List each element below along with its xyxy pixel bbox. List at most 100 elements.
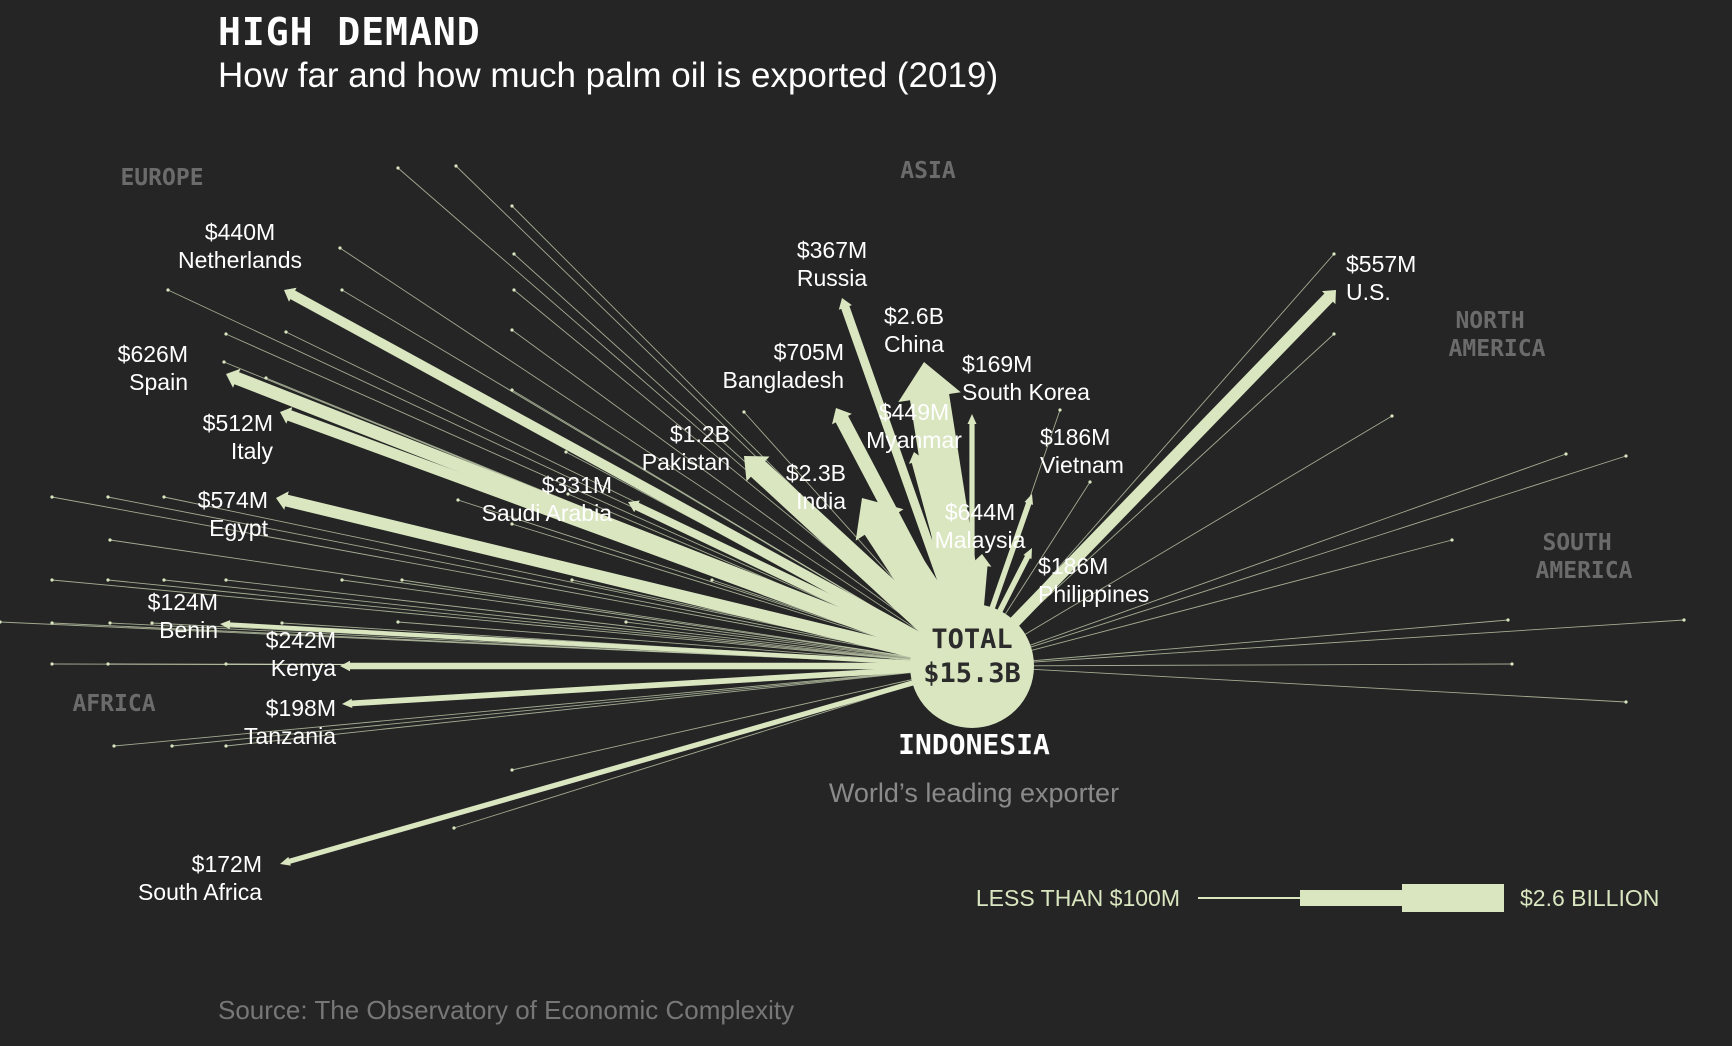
flow-country-label-egypt: Egypt [209,515,268,541]
flow-country-label-myanmar: Myanmar [866,427,962,453]
legend-medium-bar [1300,890,1402,906]
minor-flow-line [1011,333,1335,630]
minor-flow-line [171,670,919,747]
flow-arrow-india [855,498,959,633]
minor-flow-line [109,539,919,659]
region-label-north-america-line1: NORTH [1455,308,1524,334]
flow-value-label-u-s: $557M [1346,251,1416,277]
minor-flow-endpoint [222,360,226,364]
minor-flow-line [1025,619,1509,662]
minor-flow-line [1025,668,1627,703]
flow-value-label-india: $2.3B [786,460,846,486]
minor-flow-line [511,523,921,651]
flow-arrow-vietnam [986,494,1033,618]
origin-caption: World’s leading exporter [829,778,1119,808]
minor-flow-endpoint [162,578,166,582]
legend: LESS THAN $100M $2.6 BILLION [976,884,1659,912]
flow-country-label-pakistan: Pakistan [642,449,730,475]
flow-value-label-saudi-arabia: $331M [542,472,612,498]
minor-flow-endpoint [162,495,166,499]
minor-flow-endpoint [340,288,344,292]
minor-flow-endpoint [396,166,400,170]
minor-flow-endpoint [454,164,458,168]
flow-arrow-pakistan [744,456,941,639]
flow-value-label-kenya: $242M [266,627,336,653]
flow-arrow-egypt [276,491,923,660]
flow-arrow-u-s [1003,290,1336,633]
flow-arrow-china [898,362,984,618]
minor-flow-line [1023,455,1627,650]
minor-flow-endpoint [1564,452,1568,456]
region-label-south-america-line1: SOUTH [1542,530,1611,556]
flow-country-label-netherlands: Netherlands [178,247,302,273]
flow-value-label-egypt: $574M [198,487,268,513]
flow-country-label-south-korea: South Korea [962,379,1090,405]
minor-flow-line [225,333,923,645]
region-label-south-america: SOUTH AMERICA [1536,530,1633,584]
minor-flow-line [107,579,919,662]
minor-flow-endpoint [50,578,54,582]
flow-arrow-kenya [340,660,920,672]
minor-flow-endpoint [510,388,514,392]
chart-heading: HIGH DEMAND [218,10,481,54]
flow-country-label-philippines: Philippines [1038,581,1149,607]
minor-flow-endpoint [1332,332,1336,336]
minor-flow-line [339,247,928,637]
flow-country-label-vietnam: Vietnam [1040,452,1124,478]
flow-country-label-china: China [884,331,944,357]
minor-flow-endpoint [166,288,170,292]
flow-arrow-italy [280,407,926,654]
minor-flow-endpoint [1682,618,1686,622]
region-label-africa: AFRICA [72,691,155,717]
minor-flow-line [341,579,919,660]
minor-flow-line [1025,663,1513,667]
flow-country-label-india: India [796,488,846,514]
minor-flow-endpoint [396,620,400,624]
minor-flow-line [397,621,919,663]
region-label-europe: EUROPE [120,165,203,191]
minor-flow-endpoint [456,498,460,502]
minor-flow-line [225,579,919,661]
region-label-south-america-line2: AMERICA [1536,558,1633,584]
flow-value-label-russia: $367M [797,237,867,263]
minor-flow-endpoint [108,621,112,625]
minor-flow-endpoint [112,744,116,748]
minor-flow-endpoint [50,662,54,666]
source-note: Source: The Observatory of Economic Comp… [218,995,795,1025]
minor-flow-endpoint [338,246,342,250]
flow-country-label-south-africa: South Africa [138,879,262,905]
minor-flow-line [113,670,919,747]
flow-value-label-myanmar: $449M [879,399,949,425]
origin-total-label: TOTAL [931,624,1012,655]
minor-flow-endpoint [510,768,514,772]
flow-arrow-netherlands [284,287,929,646]
minor-flow-endpoint [0,620,2,624]
origin-country-name: INDONESIA [898,728,1050,761]
minor-flow-endpoint [224,662,228,666]
minor-flow-line [1000,481,1091,621]
minor-flow-endpoint [564,450,568,454]
minor-flow-endpoint [1624,454,1628,458]
flow-country-label-saudi-arabia: Saudi Arabia [482,500,613,526]
minor-flow-endpoint [108,538,112,542]
flow-country-label-benin: Benin [159,617,218,643]
minor-flow-endpoint [340,578,344,582]
minor-flow-endpoint [624,620,628,624]
minor-flow-endpoint [742,410,746,414]
flow-country-label-malaysia: Malaysia [935,527,1026,553]
minor-flow-line [511,389,926,639]
flow-arrow-malaysia [970,554,992,615]
flow-country-label-u-s: U.S. [1346,279,1391,305]
minor-flow-endpoint [1624,700,1628,704]
minor-flow-line [51,579,919,662]
origin-total-circle [910,604,1034,728]
flow-country-label-spain: Spain [129,369,188,395]
minor-flow-line [163,579,919,661]
minor-flow-endpoint [512,252,516,256]
minor-flow-endpoint [570,578,574,582]
minor-flow-endpoint [264,376,268,380]
flow-arrow-saudi-arabia [628,500,927,648]
minor-flow-lines [0,164,1686,830]
minor-flow-endpoint [1450,538,1454,542]
